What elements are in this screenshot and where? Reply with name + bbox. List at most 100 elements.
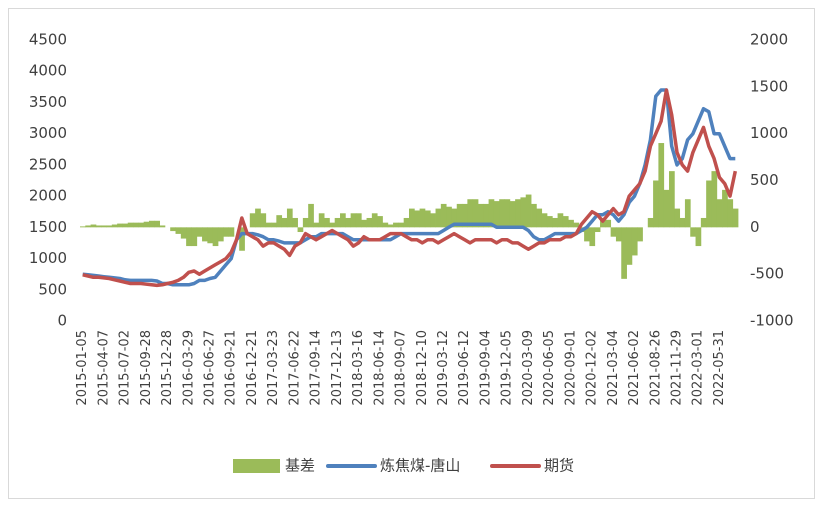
area-segment: [440, 203, 447, 228]
area-segment: [647, 217, 654, 228]
area-segment: [589, 227, 596, 247]
area-segment: [191, 227, 198, 247]
legend-label: 期货: [544, 457, 574, 475]
x-tick-label: 2018-09-07: [394, 330, 409, 406]
legend-label: 基差: [285, 457, 315, 475]
area-segment: [377, 216, 383, 228]
x-tick-label: 2021-11-29: [669, 330, 684, 406]
area-segment: [255, 208, 261, 228]
area-segment: [568, 219, 574, 228]
area-segment: [562, 216, 569, 228]
area-segment: [467, 199, 474, 228]
area-segment: [536, 208, 543, 228]
area-segment: [366, 217, 373, 228]
area-segment: [371, 213, 378, 228]
area-segment: [477, 203, 484, 228]
x-tick-label: 2016-03-29: [181, 330, 196, 406]
area-segment: [249, 213, 256, 228]
x-tick-label: 2022-03-01: [691, 330, 706, 406]
x-tick-label: 2020-03-09: [521, 330, 536, 406]
y-tick-label: 3000: [29, 124, 67, 142]
area-segment: [265, 222, 272, 228]
x-tick-label: 2018-12-10: [415, 330, 430, 406]
area-segment: [297, 227, 304, 233]
area-segment: [217, 227, 224, 242]
area-segment: [207, 227, 214, 244]
area-segment: [573, 222, 580, 228]
area-segment: [674, 208, 681, 228]
area-segment: [414, 210, 421, 228]
area-segment: [334, 217, 341, 228]
area-segment: [711, 171, 718, 228]
area-segment: [531, 203, 537, 228]
area-segment: [546, 216, 553, 228]
area-segment: [223, 227, 229, 237]
area-segment: [488, 199, 495, 228]
area-segment: [669, 171, 675, 228]
area-segment: [663, 189, 670, 228]
area-segment: [493, 201, 500, 228]
x-tick-label: 2020-09-01: [563, 330, 578, 406]
y-tick-label: 1000: [29, 249, 67, 267]
area-segment: [350, 213, 357, 228]
area-segment: [658, 143, 665, 228]
area-segment: [621, 227, 627, 279]
area-segment: [276, 215, 283, 228]
line-series: [82, 88, 738, 288]
x-tick-label: 2017-03-23: [266, 330, 281, 406]
area-segment: [90, 224, 97, 228]
area-segment: [318, 213, 325, 228]
y-tick-label: 2500: [29, 155, 67, 173]
area-segment: [122, 223, 129, 228]
area-segment: [228, 227, 235, 237]
area-segment: [700, 217, 707, 228]
area-segment: [133, 222, 139, 228]
area-segment: [308, 203, 314, 228]
area-segment: [302, 217, 309, 228]
area-segment: [170, 227, 176, 232]
x-tick-label: 2022-05-31: [712, 330, 727, 406]
area-segment: [329, 222, 336, 228]
area-segment: [101, 225, 107, 228]
chart-border: [8, 8, 815, 499]
area-segment: [313, 222, 320, 228]
area-segment: [85, 225, 92, 228]
y-tick-label: 0: [57, 312, 67, 330]
area-segment: [626, 227, 633, 265]
area-segment: [95, 225, 102, 228]
y2-tick-label: -500: [750, 265, 784, 283]
area-segment: [80, 226, 86, 228]
area-segment: [594, 227, 601, 233]
area-segment: [143, 221, 150, 228]
y2-tick-label: 500: [750, 171, 779, 189]
area-segment: [451, 208, 458, 228]
area-segment: [584, 227, 590, 242]
area-segment: [605, 219, 612, 228]
area-segment: [504, 199, 511, 228]
area-segment: [127, 222, 134, 228]
area-segment: [271, 222, 277, 228]
area-segment: [281, 217, 288, 228]
area-segment: [382, 222, 389, 228]
x-tick-label: 2019-12-05: [500, 330, 515, 406]
x-tick-label: 2019-03-12: [436, 330, 451, 406]
x-tick-label: 2015-07-02: [118, 330, 133, 406]
area-segment: [435, 208, 442, 228]
x-tick-label: 2016-06-27: [203, 330, 218, 406]
area-segment: [387, 224, 394, 228]
area-segment: [483, 203, 489, 228]
area-segment: [631, 227, 638, 256]
area-segment: [239, 227, 245, 251]
area-segment: [106, 225, 113, 228]
area-segment: [361, 219, 367, 228]
y2-tick-label: 2000: [750, 31, 788, 49]
area-segment: [345, 217, 352, 228]
area-segment: [525, 194, 532, 228]
area-segment: [340, 213, 346, 228]
area-segment: [430, 213, 436, 228]
y2-tick-label: 0: [750, 218, 760, 236]
area-segment: [679, 217, 686, 228]
x-tick-label: 2021-03-04: [606, 330, 621, 406]
area-segment: [324, 217, 330, 228]
area-segment: [557, 213, 564, 228]
